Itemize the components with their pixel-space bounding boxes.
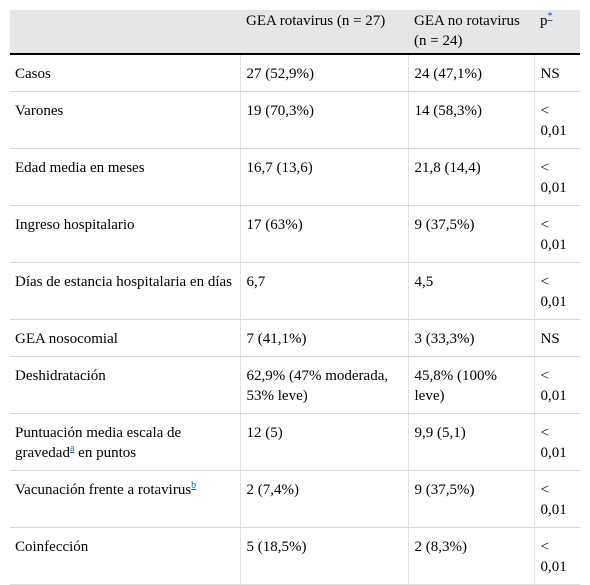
cell-no-rotavirus: 45,8% (100% leve) xyxy=(408,356,535,414)
footnote-link-b[interactable]: b xyxy=(191,480,197,491)
cell-p-value: < 0,01 xyxy=(534,91,580,149)
row-label: Coinfección xyxy=(10,527,241,585)
cell-rotavirus: 16,7 (13,6) xyxy=(240,148,409,206)
cell-no-rotavirus: 2 (8,3%) xyxy=(408,527,535,585)
cell-p-value: < 0,01 xyxy=(534,262,580,320)
row-label: Casos xyxy=(10,54,241,92)
cell-no-rotavirus: 9,9 (5,1) xyxy=(408,413,535,471)
header-p-value: p* xyxy=(534,10,580,55)
table-row: Días de estancia hospitalaria en días 6,… xyxy=(10,262,580,320)
cell-rotavirus: 5 (18,5%) xyxy=(240,527,409,585)
header-empty xyxy=(10,10,240,55)
row-label: GEA nosocomial xyxy=(10,319,241,357)
table-row: Casos 27 (52,9%) 24 (47,1%) NS xyxy=(10,54,580,92)
data-table: GEA rotavirus (n = 27) GEA no rotavirus … xyxy=(10,10,580,585)
table-row: Coinfección 5 (18,5%) 2 (8,3%) < 0,01 xyxy=(10,527,580,585)
cell-p-value: NS xyxy=(534,54,580,92)
row-label: Deshidratación xyxy=(10,356,241,414)
header-rotavirus: GEA rotavirus (n = 27) xyxy=(240,10,408,55)
cell-rotavirus: 2 (7,4%) xyxy=(240,470,409,528)
cell-p-value: < 0,01 xyxy=(534,413,580,471)
row-label: Vacunación frente a rotavirusb xyxy=(10,470,241,528)
cell-p-value: < 0,01 xyxy=(534,148,580,206)
row-label: Varones xyxy=(10,91,241,149)
table-row: Edad media en meses 16,7 (13,6) 21,8 (14… xyxy=(10,148,580,206)
footnote-link-a[interactable]: a xyxy=(69,443,75,454)
cell-rotavirus: 19 (70,3%) xyxy=(240,91,409,149)
cell-p-value: < 0,01 xyxy=(534,356,580,414)
row-label-suffix: en puntos xyxy=(74,445,137,461)
cell-rotavirus: 27 (52,9%) xyxy=(240,54,409,92)
cell-no-rotavirus: 9 (37,5%) xyxy=(408,470,535,528)
table-row: Varones 19 (70,3%) 14 (58,3%) < 0,01 xyxy=(10,91,580,149)
cell-rotavirus: 17 (63%) xyxy=(240,205,409,263)
header-no-rotavirus: GEA no rotavirus (n = 24) xyxy=(408,10,534,55)
cell-p-value: NS xyxy=(534,319,580,357)
cell-p-value: < 0,01 xyxy=(534,470,580,528)
row-label: Ingreso hospitalario xyxy=(10,205,241,263)
cell-p-value: < 0,01 xyxy=(534,205,580,263)
table-row: GEA nosocomial 7 (41,1%) 3 (33,3%) NS xyxy=(10,319,580,357)
cell-no-rotavirus: 4,5 xyxy=(408,262,535,320)
footnote-link-asterisk[interactable]: * xyxy=(547,11,553,22)
header-p-label: p xyxy=(540,13,548,29)
cell-p-value: < 0,01 xyxy=(534,527,580,585)
cell-no-rotavirus: 14 (58,3%) xyxy=(408,91,535,149)
row-label-text: Vacunación frente a rotavirus xyxy=(15,482,192,498)
cell-rotavirus: 7 (41,1%) xyxy=(240,319,409,357)
row-label: Puntuación media escala de gravedada en … xyxy=(10,413,241,471)
cell-no-rotavirus: 21,8 (14,4) xyxy=(408,148,535,206)
row-label: Días de estancia hospitalaria en días xyxy=(10,262,241,320)
table-row: Ingreso hospitalario 17 (63%) 9 (37,5%) … xyxy=(10,205,580,263)
cell-rotavirus: 6,7 xyxy=(240,262,409,320)
table-row: Deshidratación 62,9% (47% moderada, 53% … xyxy=(10,356,580,414)
cell-no-rotavirus: 9 (37,5%) xyxy=(408,205,535,263)
row-label-text: Puntuación media escala de gravedad xyxy=(15,425,182,461)
row-label: Edad media en meses xyxy=(10,148,241,206)
table-row: Puntuación media escala de gravedada en … xyxy=(10,413,580,471)
cell-no-rotavirus: 3 (33,3%) xyxy=(408,319,535,357)
cell-no-rotavirus: 24 (47,1%) xyxy=(408,54,535,92)
table-row: Vacunación frente a rotavirusb 2 (7,4%) … xyxy=(10,470,580,528)
cell-rotavirus: 12 (5) xyxy=(240,413,409,471)
table-header-row: GEA rotavirus (n = 27) GEA no rotavirus … xyxy=(10,10,580,55)
cell-rotavirus: 62,9% (47% moderada, 53% leve) xyxy=(240,356,409,414)
